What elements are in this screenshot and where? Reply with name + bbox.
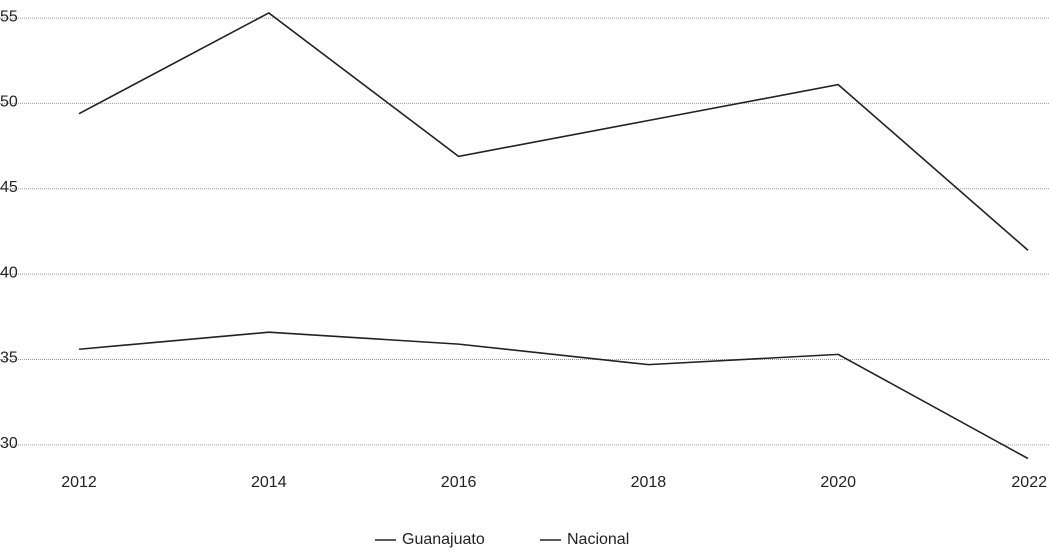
y-tick-label: 55 (0, 8, 18, 25)
x-tick-label: 2014 (251, 474, 287, 491)
x-tick-label: 2016 (441, 474, 477, 491)
y-tick-label: 35 (0, 350, 18, 367)
x-tick-label: 2012 (61, 474, 97, 491)
legend-label: Guanajuato (402, 531, 485, 548)
x-tick-label: 2022 (1011, 474, 1047, 491)
legend-label: Nacional (567, 531, 629, 548)
x-tick-label: 2020 (820, 474, 856, 491)
x-tick-label: 2018 (631, 474, 667, 491)
series-line (78, 331, 1029, 460)
y-tick-label: 45 (0, 179, 18, 196)
y-tick-label: 50 (0, 94, 18, 111)
y-tick-label: 30 (0, 435, 18, 452)
series-line (78, 12, 1029, 251)
y-tick-label: 40 (0, 264, 18, 281)
